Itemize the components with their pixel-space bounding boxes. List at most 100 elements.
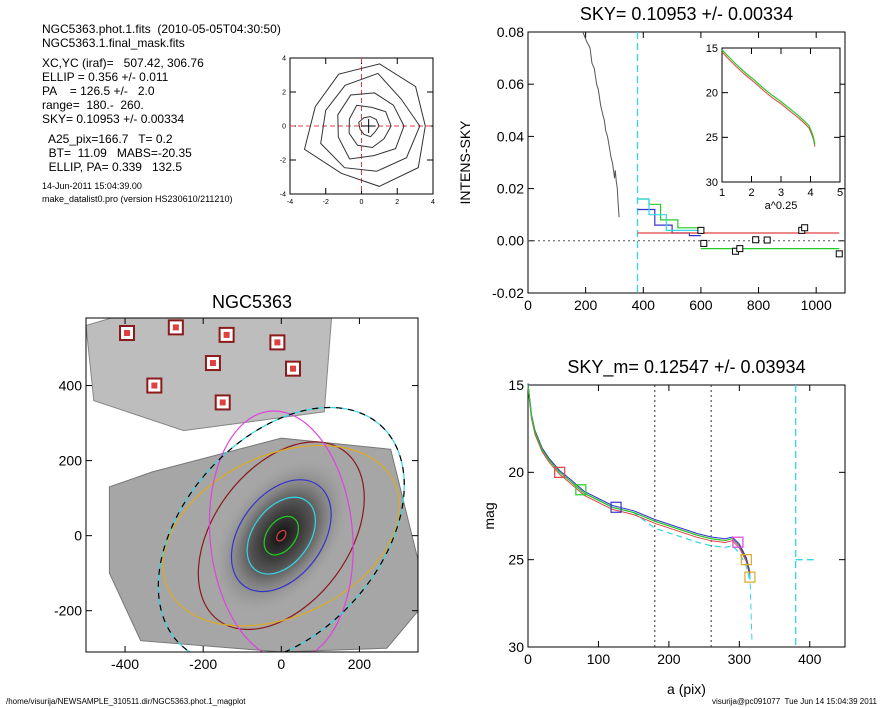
sky-profile-line [582,31,620,218]
mag-cyan-tail [749,573,753,644]
x-tick-label: 0 [524,297,532,313]
mag-line-blue [527,383,751,573]
mag-marker-green [575,484,587,496]
x-tick-label: -400 [111,656,139,672]
mag-marker-magenta [732,536,744,548]
y-tick-label: 2 [282,89,286,96]
x-tick-label: 300 [728,651,752,667]
header-line: range= 180.- 260. [42,98,144,112]
sky-point [835,250,843,258]
plot-frame [527,384,846,648]
plot-frame [85,317,419,653]
sky-step-green [637,198,701,229]
x-tick-label: 2 [748,187,754,199]
mag-marker-orange [740,554,752,566]
x-tick-label: 0 [360,199,364,206]
header-line: A25_pix=166.7 T= 0.2 [42,132,173,146]
masked-star-core [151,382,158,389]
image-title: NGC5363 [212,292,292,312]
header-date: 14-Jun-2011 15:04:39.00 [42,181,142,191]
inset-line-green [721,49,816,145]
x-tick-label: 400 [632,297,656,313]
isophote-ellipse-green [263,515,300,556]
mag-line-black [527,384,751,574]
masked-star-core [223,331,230,338]
header-line: NGC5363.phot.1.fits (2010-05-05T04:30:50… [42,22,281,36]
header-line: ELLIP = 0.356 +/- 0.011 [42,70,169,84]
x-tick-label: 4 [431,199,435,206]
mag-line-cyan [527,384,751,581]
x-tick-label: 5 [837,187,843,199]
mag-plot-title: SKY_m= 0.12547 +/- 0.03934 [567,357,805,378]
sky-point [752,236,760,244]
sky-step-blue [637,208,701,237]
isophote-ellipse-magenta [208,410,354,652]
y-tick-label: 0 [74,528,82,544]
y-tick-label: 20 [706,88,718,100]
x-tick-label: 200 [348,656,372,672]
footer-path: /home/visurija/NEWSAMPLE_310511.dir/NGC5… [6,697,246,706]
x-tick-label: 0 [524,651,532,667]
masked-star-core [172,324,179,331]
x-tick-label: 4 [807,187,813,199]
sky-point [700,239,708,247]
header-line: PA = 126.5 +/- 2.0 [42,84,155,98]
sky-step-cyan [637,198,701,231]
y-tick-label: 15 [508,377,524,393]
x-tick-label: 2 [395,199,399,206]
sky-point [736,245,744,253]
y-tick-label: 0.00 [497,233,524,249]
y-tick-label: 400 [59,377,83,393]
y-tick-label: 30 [706,177,718,189]
header-line: ELLIP, PA= 0.339 132.5 [42,160,182,174]
header-line: SKY= 0.10953 +/- 0.00334 [42,112,185,126]
y-tick-label: 15 [706,43,718,55]
sky-point [801,224,809,232]
isophote-ellipse-cyan [246,496,317,575]
x-tick-label: 800 [747,297,771,313]
contour-line [358,116,380,138]
y-tick-label: 20 [508,464,524,480]
x-tick-label: 0 [277,656,285,672]
x-tick-label: -2 [323,199,329,206]
x-tick-label: 200 [574,297,598,313]
sky-point [697,226,705,234]
header-line: XC,YC (iraf)= 507.42, 306.76 [42,56,204,70]
header-block: NGC5363.phot.1.fits (2010-05-05T04:30:50… [42,22,281,206]
header-version: make_datalist0.pro (version HS230610/211… [42,194,233,204]
mag-line-green [527,384,733,542]
x-tick-label: -4 [287,199,293,206]
y-tick-label: 25 [508,552,524,568]
mag-line-red [527,387,751,576]
mag-marker-blue [610,501,622,513]
mag-marker-orange [744,571,756,583]
masked-star-core [209,360,216,367]
y-tick-label: 30 [508,639,524,655]
contour-line [348,104,392,149]
y-tick-label: -4 [280,191,286,198]
header-line: BT= 11.09 MABS=-20.35 [42,146,192,160]
mag-marker-red [554,466,566,478]
y-tick-label: 25 [706,132,718,144]
masked-star-core [219,399,226,406]
y-tick-label: -0.02 [492,285,524,301]
contour-line [320,72,421,172]
isophote-ellipse-orange [162,444,401,627]
sky-point [763,236,771,244]
isophote-ellipse-darkred [197,441,365,631]
y-tick-label: -2 [280,157,286,164]
mag-xlabel: a (pix) [667,681,706,697]
x-tick-label: 1 [719,187,725,199]
x-tick-label: 200 [657,651,681,667]
y-tick-label: -200 [54,603,82,619]
x-tick-label: 400 [798,651,822,667]
x-tick-label: 100 [587,651,611,667]
plot-frame [527,31,846,294]
x-tick-label: -200 [189,656,217,672]
masked-star-core [124,330,131,337]
x-tick-label: 1000 [801,297,832,313]
x-tick-label: 3 [778,187,784,199]
y-tick-label: 0.06 [497,76,524,92]
sky-plot-title: SKY= 0.10953 +/- 0.00334 [580,4,793,24]
